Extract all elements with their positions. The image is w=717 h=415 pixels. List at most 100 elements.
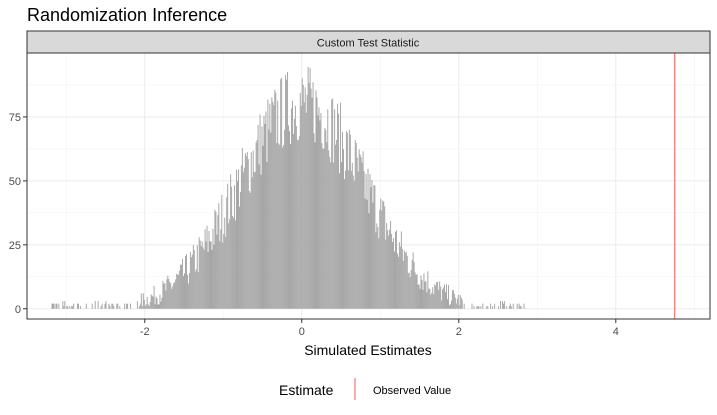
histogram-bar <box>449 304 451 309</box>
histogram-bar <box>437 281 439 309</box>
histogram-bar <box>146 296 148 309</box>
histogram-bar <box>375 232 377 309</box>
histogram-bar <box>414 272 416 309</box>
histogram-bar <box>445 292 447 309</box>
legend-label-observed: Observed Value <box>373 385 451 397</box>
x-tick-label: 0 <box>299 326 305 338</box>
histogram-bar <box>283 145 285 309</box>
histogram-bar <box>176 273 178 309</box>
histogram-bar <box>367 168 369 309</box>
histogram-bar <box>332 98 334 309</box>
histogram-bar <box>247 159 249 309</box>
histogram-bar <box>55 303 57 309</box>
histogram-bar <box>236 169 238 309</box>
histogram-bar <box>315 90 317 309</box>
histogram-bar <box>227 183 229 309</box>
histogram-bar <box>368 213 370 309</box>
histogram-bar <box>354 140 356 309</box>
histogram-bar <box>195 269 197 309</box>
histogram-bar <box>323 148 325 309</box>
histogram-bar <box>111 303 113 309</box>
histogram-bar <box>350 170 352 309</box>
histogram-bar <box>316 97 318 309</box>
histogram-bar <box>345 130 347 309</box>
histogram-bar <box>361 162 363 309</box>
histogram-bar <box>402 260 404 309</box>
histogram-bar <box>249 192 251 309</box>
histogram-bar <box>148 305 150 309</box>
histogram-bar <box>241 147 243 309</box>
histogram-bar <box>328 150 330 309</box>
histogram-bar <box>252 150 254 309</box>
histogram-bar <box>342 149 344 309</box>
histogram-bar <box>520 306 522 309</box>
facet-label: Custom Test Statistic <box>317 38 420 50</box>
histogram-bar <box>390 220 392 309</box>
histogram-bar <box>363 171 365 309</box>
histogram-bar <box>341 162 343 309</box>
histogram-bar <box>158 304 160 309</box>
histogram-bar <box>274 89 276 309</box>
histogram-bar <box>502 303 504 309</box>
histogram-bar <box>321 143 323 309</box>
histogram-bar <box>248 190 250 309</box>
histogram-bar <box>79 306 81 309</box>
histogram-bar <box>160 301 162 309</box>
histogram-bar <box>100 306 102 309</box>
histogram-bar <box>444 284 446 309</box>
histogram-bar <box>153 285 155 309</box>
histogram-bar <box>519 306 521 309</box>
histogram-bar <box>261 126 263 309</box>
histogram-bar <box>512 303 514 309</box>
histogram-bar <box>279 144 281 309</box>
histogram-bar <box>202 247 204 309</box>
legend-title: Estimate <box>279 382 334 398</box>
histogram-bar <box>51 303 53 309</box>
histogram-bar <box>320 112 322 309</box>
histogram-bar <box>312 82 314 309</box>
histogram-bar <box>224 217 226 309</box>
histogram-bar <box>246 152 248 309</box>
histogram-bar <box>418 284 420 309</box>
histogram-bar <box>342 131 343 309</box>
histogram-bar <box>165 290 167 309</box>
histogram-bar <box>229 219 231 309</box>
histogram-bar <box>178 274 180 309</box>
histogram-bar <box>112 303 114 309</box>
histogram-bar <box>172 286 174 309</box>
histogram-bar <box>254 172 256 309</box>
histogram-bar <box>490 303 492 309</box>
histogram-bar <box>386 223 388 309</box>
histogram-bar <box>180 264 182 309</box>
histogram-bar <box>203 249 205 309</box>
histogram-bar <box>152 296 154 309</box>
histogram-bar <box>258 164 260 309</box>
histogram-bar <box>58 303 60 309</box>
histogram-bar <box>461 299 463 309</box>
histogram-bar <box>62 301 64 309</box>
histogram-bar <box>263 115 265 309</box>
histogram-bar <box>326 142 328 309</box>
histogram-bar <box>186 274 188 309</box>
histogram-bar <box>419 288 421 309</box>
histogram-bar <box>523 303 525 309</box>
histogram-bar <box>433 294 435 309</box>
histogram-bar <box>447 299 448 309</box>
histogram-bar <box>393 238 395 309</box>
histogram-bar <box>184 273 185 309</box>
histogram-bar <box>170 283 172 309</box>
histogram-bar <box>64 301 66 309</box>
histogram-bar <box>397 256 399 309</box>
histogram-bar <box>330 162 332 309</box>
histogram-bar <box>343 179 345 309</box>
histogram-bar <box>142 293 144 309</box>
histogram-bar <box>285 74 287 309</box>
histogram-bars <box>51 66 525 309</box>
histogram-bar <box>411 259 413 309</box>
histogram-bar <box>394 231 396 309</box>
histogram-bar <box>442 289 444 309</box>
histogram-bar <box>210 241 212 309</box>
histogram-bar <box>314 142 316 309</box>
histogram-bar <box>256 139 258 309</box>
histogram-bar <box>237 169 239 309</box>
